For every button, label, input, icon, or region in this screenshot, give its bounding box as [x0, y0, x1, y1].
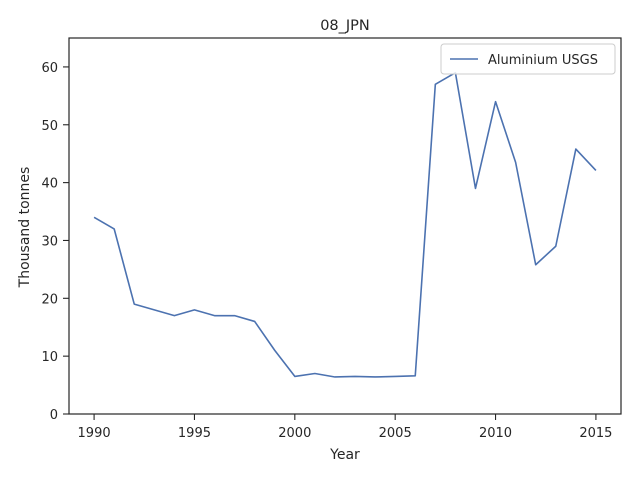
axes-frame: [68, 37, 622, 415]
x-tick-label: 2015: [579, 426, 612, 441]
x-tick-label: 2000: [278, 426, 311, 441]
x-tick-label: 2005: [379, 426, 412, 441]
y-tick-label: 20: [41, 292, 58, 307]
y-tick-label: 30: [41, 234, 58, 249]
y-tick-label: 60: [41, 61, 58, 76]
x-tick-label: 2010: [479, 426, 512, 441]
x-axis-label: Year: [329, 447, 360, 463]
y-axis-label: Thousand tonnes: [17, 167, 33, 289]
series-line-0: [93, 71, 597, 378]
legend-label: Aluminium USGS: [488, 53, 598, 68]
legend: Aluminium USGS: [440, 43, 616, 75]
y-tick-label: 50: [41, 119, 58, 134]
y-tick-label: 10: [41, 350, 58, 365]
legend-box: [440, 43, 616, 75]
plot-area: 1990 1995 2000 2005 2010 2015 0 10 20 30 40 50 60: [41, 37, 622, 441]
y-tick-label: 40: [41, 177, 58, 192]
y-tick-label: 0: [50, 408, 58, 423]
x-tick-label: 1990: [78, 426, 111, 441]
chart-title: 08_JPN: [320, 18, 370, 34]
x-tick-label: 1995: [178, 426, 211, 441]
